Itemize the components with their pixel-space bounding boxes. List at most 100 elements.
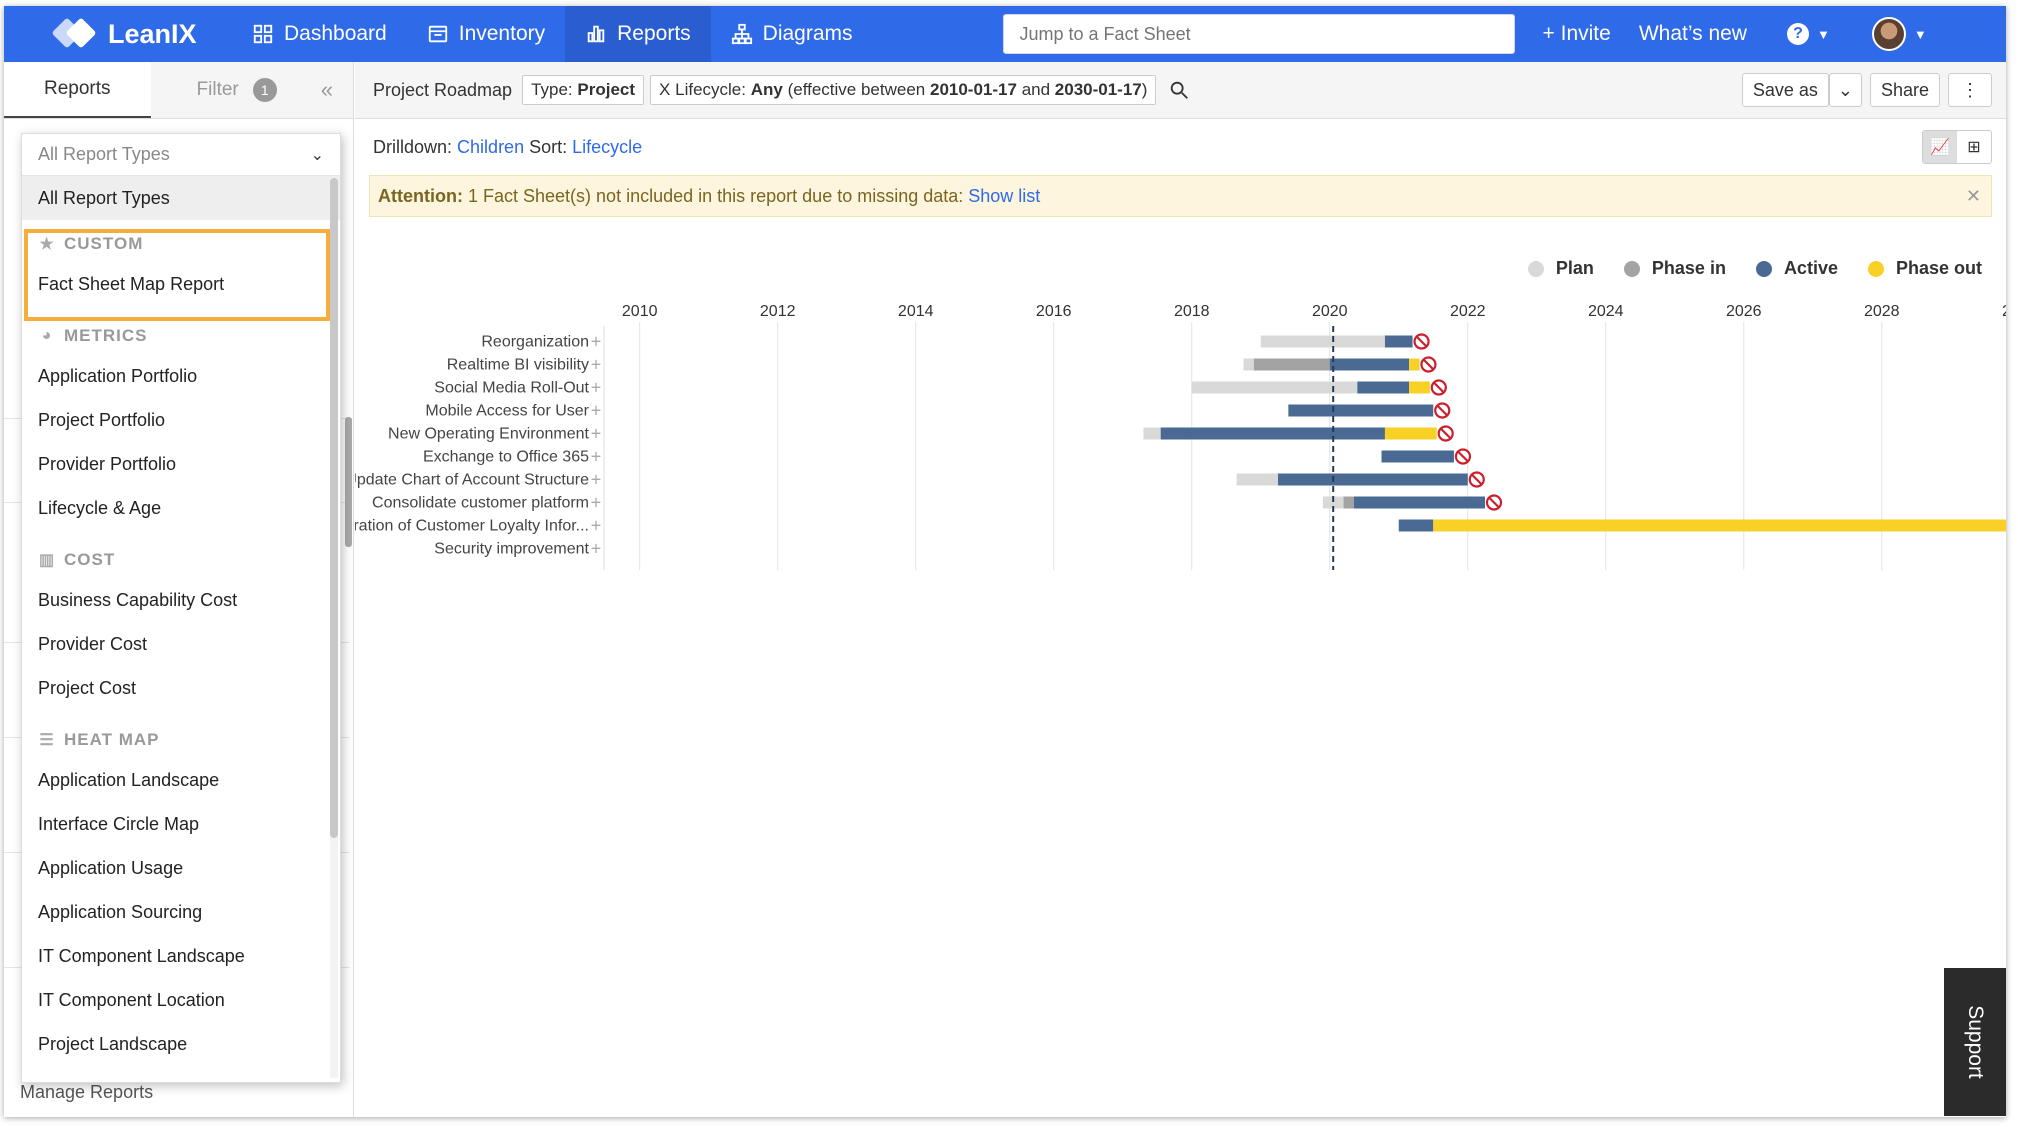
report-name: Project Roadmap bbox=[373, 79, 513, 100]
reports-bar-icon bbox=[587, 25, 605, 43]
more-options-button[interactable]: ⋮ bbox=[1948, 73, 1992, 107]
support-label: Support bbox=[1964, 1005, 1987, 1079]
option-label: IT Component Landscape bbox=[38, 945, 245, 966]
drilldown-link[interactable]: Children bbox=[457, 136, 525, 157]
whats-new-link[interactable]: What’s new bbox=[1638, 22, 1747, 45]
bar-chart-icon: ▥ bbox=[38, 552, 56, 569]
nav-reports[interactable]: Reports bbox=[565, 6, 711, 62]
legend-swatch bbox=[1623, 260, 1640, 277]
close-icon[interactable]: ✕ bbox=[1965, 185, 1981, 206]
option-lifecycle-age[interactable]: Lifecycle & Age bbox=[22, 486, 340, 530]
lifecycle-bar-phase-out bbox=[1384, 427, 1437, 440]
search-icon[interactable] bbox=[1168, 79, 1190, 101]
expand-row-icon[interactable]: + bbox=[591, 493, 602, 513]
left-panel-scrollbar[interactable] bbox=[345, 417, 352, 547]
option-project-landscape[interactable]: Project Landscape bbox=[22, 1022, 340, 1066]
option-provider-portfolio[interactable]: Provider Portfolio bbox=[22, 442, 340, 486]
nav-dashboard-label: Dashboard bbox=[284, 22, 387, 45]
help-menu[interactable]: ? ▼ bbox=[1786, 23, 1830, 45]
lifecycle-bar-active bbox=[1357, 381, 1410, 394]
x-tick-label: 2018 bbox=[1174, 303, 1210, 320]
x-tick-label: 2022 bbox=[1450, 303, 1486, 320]
option-application-usage[interactable]: Application Usage bbox=[22, 846, 340, 890]
option-all-report-types[interactable]: All Report Types bbox=[22, 176, 340, 220]
option-fact-sheet-map-report[interactable]: Fact Sheet Map Report bbox=[22, 262, 340, 306]
lifecycle-bar-active bbox=[1353, 496, 1486, 509]
nav-diagrams[interactable]: Diagrams bbox=[711, 6, 873, 62]
option-application-sourcing[interactable]: Application Sourcing bbox=[22, 890, 340, 934]
roadmap-chart: 2010 2012 2014 2016 2018 2020 2022 2024 2026 2028… bbox=[355, 303, 2006, 570]
legend-phase-out[interactable]: Phase out bbox=[1867, 258, 1982, 279]
option-business-capability-cost[interactable]: Business Capability Cost bbox=[22, 578, 340, 622]
option-label: Project Landscape bbox=[38, 1033, 188, 1054]
chevron-down-icon: ▼ bbox=[1816, 26, 1830, 42]
show-list-link[interactable]: Show list bbox=[968, 185, 1041, 206]
filter-count-badge: 1 bbox=[252, 78, 277, 102]
leanix-logo[interactable]: LeanIX bbox=[51, 17, 232, 51]
option-application-landscape[interactable]: Application Landscape bbox=[22, 758, 340, 802]
legend-phase-in[interactable]: Phase in bbox=[1623, 258, 1726, 279]
option-label: Project Cost bbox=[38, 677, 137, 698]
legend-plan[interactable]: Plan bbox=[1527, 258, 1594, 279]
nav-dashboard[interactable]: Dashboard bbox=[232, 6, 407, 62]
share-button[interactable]: Share bbox=[1869, 73, 1940, 107]
option-provider-cost[interactable]: Provider Cost bbox=[22, 622, 340, 666]
drilldown-label: Drilldown: bbox=[373, 136, 453, 157]
row-label: Exchange to Office 365 bbox=[423, 449, 589, 466]
type-filter-chip[interactable]: Type: Project bbox=[522, 75, 645, 105]
user-menu[interactable]: ▼ bbox=[1871, 17, 1927, 51]
dropdown-scrollbar[interactable] bbox=[330, 178, 338, 1078]
chart-view-icon[interactable]: 📈 bbox=[1923, 131, 1957, 163]
nav-inventory[interactable]: Inventory bbox=[407, 6, 565, 62]
chip-value: Any bbox=[750, 80, 783, 99]
share-label: Share bbox=[1880, 79, 1929, 100]
logo-icon bbox=[51, 17, 100, 51]
save-options-button[interactable]: ⌄ bbox=[1828, 73, 1862, 107]
expand-row-icon[interactable]: + bbox=[591, 401, 602, 421]
option-application-portfolio[interactable]: Application Portfolio bbox=[22, 354, 340, 398]
expand-row-icon[interactable]: + bbox=[591, 378, 602, 398]
option-project-cost[interactable]: Project Cost bbox=[22, 666, 340, 710]
row-label: Realtime BI visibility bbox=[447, 357, 589, 374]
diagrams-icon bbox=[731, 23, 752, 45]
report-type-dropdown: All Report Types ⌄ All Report Types ★ CUS… bbox=[21, 133, 341, 1083]
end-of-life-icon-slash bbox=[1415, 335, 1428, 348]
expand-row-icon[interactable]: + bbox=[591, 332, 602, 352]
option-it-component-landscape[interactable]: IT Component Landscape bbox=[22, 934, 340, 978]
option-it-component-location[interactable]: IT Component Location bbox=[22, 978, 340, 1022]
expand-row-icon[interactable]: + bbox=[591, 424, 602, 444]
manage-reports-link[interactable]: Manage Reports bbox=[20, 1082, 154, 1102]
expand-row-icon[interactable]: + bbox=[591, 516, 602, 536]
dropdown-scroll-thumb[interactable] bbox=[330, 178, 338, 838]
view-toggle: 📈 ⊞ bbox=[1922, 130, 1992, 164]
tab-reports[interactable]: Reports bbox=[4, 62, 151, 118]
legend-active[interactable]: Active bbox=[1755, 258, 1838, 279]
sort-link[interactable]: Lifecycle bbox=[572, 136, 643, 157]
invite-button[interactable]: + Invite bbox=[1542, 22, 1611, 45]
report-type-select[interactable]: All Report Types ⌄ bbox=[22, 134, 340, 176]
row-label: New Operating Environment bbox=[388, 426, 590, 443]
collapse-panel-icon[interactable]: « bbox=[320, 77, 333, 102]
lifecycle-filter-chip[interactable]: X Lifecycle: Any (effective between 2010… bbox=[650, 75, 1157, 105]
date-to: 2030-01-17 bbox=[1054, 80, 1142, 99]
expand-row-icon[interactable]: + bbox=[591, 447, 602, 467]
chip-text: and bbox=[1021, 80, 1051, 99]
table-view-icon[interactable]: ⊞ bbox=[1967, 139, 1981, 156]
option-project-portfolio[interactable]: Project Portfolio bbox=[22, 398, 340, 442]
tab-filter[interactable]: Filter 1 bbox=[151, 62, 295, 118]
date-from: 2010-01-17 bbox=[929, 80, 1017, 99]
expand-row-icon[interactable]: + bbox=[591, 470, 602, 490]
option-label: Business Capability Cost bbox=[38, 589, 238, 610]
save-as-button[interactable]: Save as bbox=[1741, 73, 1829, 107]
option-label: All Report Types bbox=[38, 187, 170, 208]
row-label: Mobile Access for User bbox=[425, 403, 589, 420]
support-button[interactable]: Support bbox=[1944, 968, 2006, 1116]
option-interface-circle-map[interactable]: Interface Circle Map bbox=[22, 802, 340, 846]
legend-swatch bbox=[1755, 260, 1772, 277]
legend-label: Active bbox=[1783, 258, 1838, 278]
fact-sheet-search-input[interactable] bbox=[1002, 14, 1515, 54]
row-label: Social Media Roll-Out bbox=[434, 380, 589, 397]
expand-row-icon[interactable]: + bbox=[591, 539, 602, 559]
expand-row-icon[interactable]: + bbox=[591, 355, 602, 375]
report-type-placeholder: All Report Types bbox=[38, 144, 170, 164]
